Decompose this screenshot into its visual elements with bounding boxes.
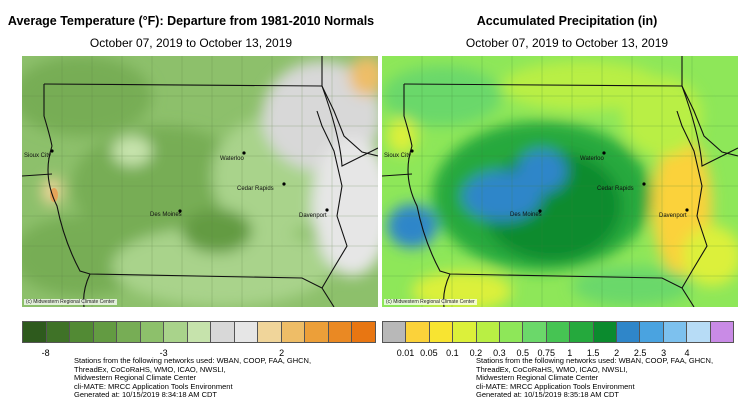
temperature-legend-swatch: [305, 322, 329, 342]
precipitation-legend-swatch: [593, 322, 618, 342]
temperature-legend-swatch: [211, 322, 235, 342]
precipitation-legend-tick: 3: [661, 348, 667, 358]
precipitation-map: Sioux City Waterloo Cedar Rapids Des Moi…: [382, 56, 738, 307]
temperature-legend-bar: [22, 321, 376, 343]
temperature-footer-line: Stations from the following networks use…: [74, 356, 312, 365]
temperature-legend-swatch: [281, 322, 306, 342]
precipitation-legend-swatch: [570, 322, 594, 342]
city-label-sioux-city: Sioux City: [384, 153, 411, 159]
precipitation-legend-tick: 4: [684, 348, 690, 358]
precipitation-legend-swatch: [383, 322, 407, 342]
city-label-davenport: Davenport: [299, 213, 327, 219]
temperature-legend-swatch: [328, 322, 353, 342]
precipitation-legend-swatch: [640, 322, 664, 342]
precipitation-footer-line: ThreadEx, CoCoRaHS, WMO, ICAO, NWSLI,: [476, 364, 628, 374]
temperature-footer-line: Generated at: 10/15/2019 8:34:18 AM CDT: [74, 390, 218, 400]
precipitation-legend-swatch: [710, 322, 734, 342]
temperature-legend-ticks: -8 -3 2: [22, 348, 376, 360]
temperature-legend-tick: -8: [41, 348, 50, 358]
temperature-legend-swatch: [140, 322, 165, 342]
precipitation-footer-line: Stations from the following networks use…: [476, 356, 714, 365]
temperature-legend-tick: -3: [159, 348, 168, 358]
city-label-waterloo: Waterloo: [580, 156, 604, 162]
precipitation-legend-tick: 1.5: [586, 348, 600, 358]
precipitation-legend-swatch: [546, 322, 571, 342]
precipitation-footer-line: cli-MATE: MRCC Application Tools Environ…: [476, 381, 635, 391]
precipitation-legend-swatch: [429, 322, 454, 342]
precipitation-legend-tick: 0.2: [469, 348, 483, 358]
temperature-date-range: October 07, 2019 to October 13, 2019: [89, 36, 293, 50]
precipitation-footer-line: Midwestern Regional Climate Center: [476, 373, 599, 383]
temperature-footer-line: cli-MATE: MRCC Application Tools Environ…: [74, 381, 233, 391]
precipitation-legend-tick: 1: [567, 348, 573, 358]
temperature-footer-line: Midwestern Regional Climate Center: [74, 373, 197, 383]
precipitation-legend-tick: 0.3: [493, 348, 506, 358]
temperature-legend-swatch: [23, 322, 47, 342]
precipitation-legend-swatch: [476, 322, 501, 342]
city-label-cedar-rapids: Cedar Rapids: [597, 186, 634, 192]
temperature-legend-swatch: [46, 322, 71, 342]
precipitation-legend-swatch: [500, 322, 524, 342]
precipitation-legend-tick: 2: [614, 348, 620, 358]
city-label-des-moines: Des Moines: [150, 212, 182, 218]
precipitation-legend-swatch: [617, 322, 641, 342]
precipitation-legend-tick: 0.1: [446, 348, 459, 358]
city-label-des-moines: Des Moines: [510, 212, 542, 218]
precipitation-date-range: October 07, 2019 to October 13, 2019: [465, 36, 669, 50]
precipitation-legend-ticks: 0.01 0.05 0.1 0.2 0.3 0.5 0.75 1 1.5 2 2.5 3 4: [382, 348, 734, 360]
city-label-cedar-rapids: Cedar Rapids: [237, 186, 274, 192]
temperature-legend-tick: 2: [279, 348, 285, 358]
city-label-waterloo: Waterloo: [220, 156, 244, 162]
precipitation-title: Accumulated Precipitation (in): [476, 14, 658, 28]
precipitation-footer-line: Generated at: 10/15/2019 8:35:18 AM CDT: [476, 390, 620, 400]
temperature-title: Average Temperature (°F): Departure from…: [7, 14, 375, 28]
precipitation-footer: Stations from the following networks use…: [476, 356, 714, 400]
temperature-legend-swatch: [234, 322, 259, 342]
precipitation-legend-swatch: [406, 322, 430, 342]
precipitation-legend-tick: 0.5: [516, 348, 530, 358]
city-label-davenport: Davenport: [659, 213, 687, 219]
temperature-legend-swatch: [352, 322, 375, 342]
temperature-map: Sioux City Waterloo Cedar Rapids Des Moi…: [22, 56, 378, 307]
precipitation-panel: Accumulated Precipitation (in) October 0…: [380, 0, 754, 405]
temperature-legend-swatch: [117, 322, 141, 342]
precipitation-legend-tick: 2.5: [633, 348, 647, 358]
precipitation-map-credit: (c) Midwestern Regional Climate Center: [384, 299, 477, 305]
temperature-footer: Stations from the following networks use…: [74, 356, 312, 400]
temperature-legend-swatch: [258, 322, 282, 342]
temperature-legend-swatch: [164, 322, 188, 342]
temperature-legend-swatch: [93, 322, 118, 342]
temperature-panel: Average Temperature (°F): Departure from…: [4, 0, 378, 405]
precipitation-legend-swatch: [687, 322, 711, 342]
city-label-sioux-city: Sioux City: [24, 153, 51, 159]
temperature-map-credit: (c) Midwestern Regional Climate Center: [24, 299, 117, 305]
precipitation-legend-tick: 0.75: [537, 348, 556, 358]
temperature-legend-swatch: [70, 322, 94, 342]
temperature-footer-line: ThreadEx, CoCoRaHS, WMO, ICAO, NWSLI,: [74, 364, 226, 374]
precipitation-legend-swatch: [523, 322, 547, 342]
precipitation-legend-swatch: [663, 322, 688, 342]
precipitation-legend-bar: [382, 321, 734, 343]
temperature-legend-swatch: [187, 322, 212, 342]
precipitation-legend-tick: 0.05: [420, 348, 438, 358]
precipitation-legend-swatch: [453, 322, 477, 342]
precipitation-legend-tick: 0.01: [396, 348, 415, 358]
